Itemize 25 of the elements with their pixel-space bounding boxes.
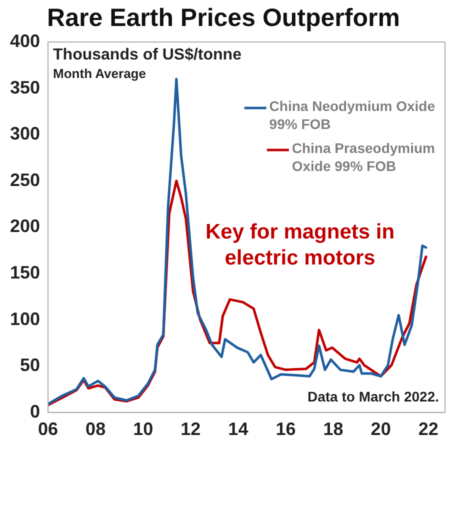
legend-label: China Neodymium Oxide 99% FOB: [269, 98, 436, 132]
legend-label: China Praseodymium Oxide 99% FOB: [292, 140, 436, 174]
y-axis-title: Thousands of US$/tonne: [53, 46, 242, 64]
y-tick-label: 250: [10, 170, 40, 190]
y-tick-label: 50: [20, 355, 40, 376]
chart-title: Rare Earth Prices Outperform: [47, 4, 400, 32]
x-tick-label: 08: [86, 419, 106, 440]
x-tick-label: 12: [180, 419, 201, 440]
annotation: Key for magnets in electric motors: [206, 220, 395, 270]
y-tick-label: 200: [10, 216, 40, 236]
text: Month Average: [53, 66, 146, 82]
x-tick-label: 06: [38, 419, 58, 440]
x-tick-label: 18: [323, 419, 344, 440]
y-tick-label: 300: [10, 124, 40, 144]
y-tick-label: 0: [30, 401, 40, 422]
x-tick-label: 22: [418, 419, 438, 440]
annotation: Data to March 2022.: [308, 388, 439, 404]
x-tick-label: 16: [276, 419, 296, 440]
y-tick-label: 100: [10, 308, 40, 329]
x-tick-label: 10: [133, 419, 154, 440]
y-tick-label: 350: [10, 77, 40, 98]
y-tick-label: 400: [10, 30, 40, 51]
x-tick-label: 14: [228, 419, 248, 440]
y-tick-label: 150: [10, 262, 40, 282]
x-tick-label: 20: [370, 419, 391, 440]
